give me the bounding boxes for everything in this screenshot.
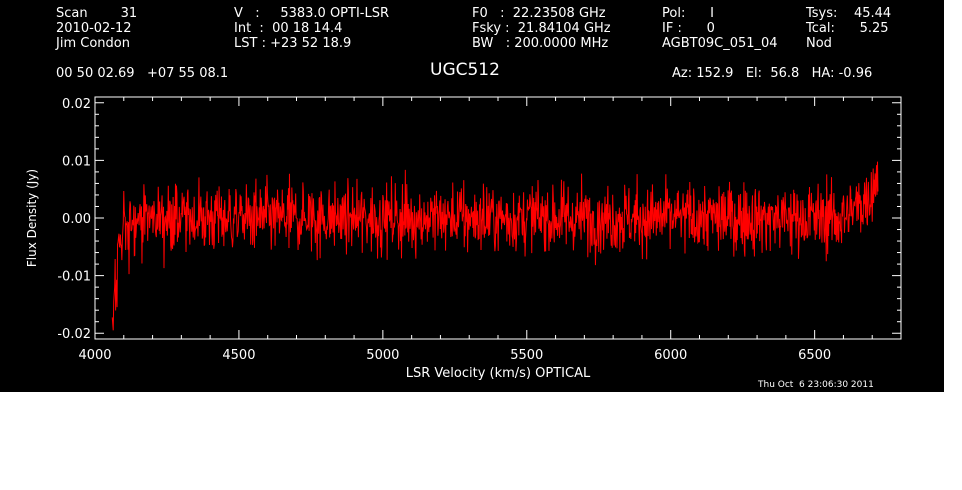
y-tick-label: 0.01 <box>62 154 91 169</box>
header-if: IF : 0 <box>662 21 715 36</box>
y-tick-label: -0.02 <box>57 327 91 342</box>
header-integration: Int : 00 18 14.4 <box>234 21 343 36</box>
chart-title: UGC512 <box>430 60 500 80</box>
x-tick-label: 6000 <box>654 348 687 363</box>
y-tick-label: 0.00 <box>62 212 91 227</box>
axis-ticks: 4000 4500 5000 5500 6000 6500 -0.02 -0.01 0.00 0.… <box>57 97 902 363</box>
plot-frame <box>94 96 902 340</box>
header-rest-freq: F0 : 22.23508 GHz <box>472 6 606 21</box>
header-procedure: Nod <box>806 36 832 51</box>
x-tick-label: 4000 <box>78 348 111 363</box>
header-observer: Jim Condon <box>56 36 130 51</box>
header-tcal: Tcal: 5.25 <box>806 21 889 36</box>
plot-panel: Scan 31 2010-02-12 Jim Condon V : 5383.0 O… <box>0 0 944 392</box>
header-azel: Az: 152.9 El: 56.8 HA: -0.96 <box>672 66 873 81</box>
y-tick-label: -0.01 <box>57 270 91 285</box>
header-project: AGBT09C_051_04 <box>662 36 778 51</box>
spectrum-trace <box>111 161 879 331</box>
spectrum-chart: 4000 4500 5000 5500 6000 6500 -0.02 -0.01 0.00 0.… <box>25 96 902 381</box>
spectrum-trace-layer <box>111 161 879 331</box>
timestamp: Thu Oct 6 23:06:30 2011 <box>758 380 874 390</box>
header-coords: 00 50 02.69 +07 55 08.1 <box>56 66 229 81</box>
header-bandwidth: BW : 200.0000 MHz <box>472 36 609 51</box>
header-velocity: V : 5383.0 OPTI-LSR <box>234 6 390 21</box>
header-lst: LST : +23 52 18.9 <box>234 36 352 51</box>
header-sky-freq: Fsky : 21.84104 GHz <box>472 21 611 36</box>
y-tick-label: 0.02 <box>62 97 91 112</box>
x-tick-label: 6500 <box>798 348 831 363</box>
x-axis-label: LSR Velocity (km/s) OPTICAL <box>406 366 591 381</box>
header-tsys: Tsys: 45.44 <box>806 6 892 21</box>
header-scan: Scan 31 <box>56 6 138 21</box>
x-tick-label: 5000 <box>366 348 399 363</box>
header-date: 2010-02-12 <box>56 21 132 36</box>
x-tick-label: 4500 <box>222 348 255 363</box>
y-axis-label: Flux Density (Jy) <box>25 169 39 267</box>
x-tick-label: 5500 <box>510 348 543 363</box>
header-pol: Pol: I <box>662 6 714 21</box>
